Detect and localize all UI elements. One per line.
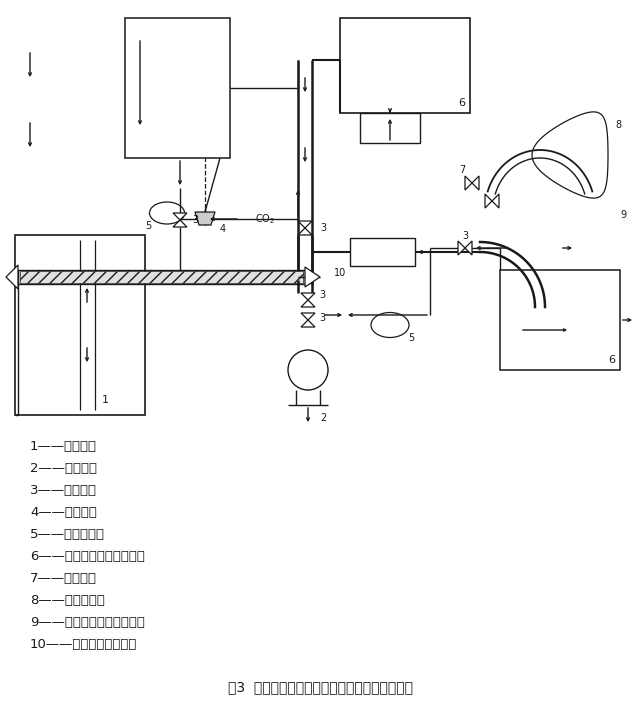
Bar	[125, 18, 230, 158]
Text: 1: 1	[101, 395, 108, 405]
Polygon shape	[298, 228, 312, 235]
Text: 7: 7	[459, 165, 465, 175]
Text: 2——采样泵；: 2——采样泵；	[30, 462, 97, 475]
Text: 8: 8	[615, 120, 621, 130]
Text: 3: 3	[192, 215, 198, 225]
Polygon shape	[301, 320, 315, 327]
Polygon shape	[173, 220, 187, 227]
Polygon shape	[301, 300, 315, 307]
Text: 9——吸入二氧化碳采样管；: 9——吸入二氧化碳采样管；	[30, 616, 145, 629]
Text: 9: 9	[620, 210, 626, 220]
Polygon shape	[298, 221, 312, 228]
Bar	[340, 18, 470, 113]
Text: 1——呼吸机；: 1——呼吸机；	[30, 440, 97, 453]
Text: 6——二氧化碳气体分析仪；: 6——二氧化碳气体分析仪；	[30, 550, 145, 563]
Text: CO$_2$: CO$_2$	[255, 212, 275, 226]
Bar	[15, 235, 145, 415]
Text: 6: 6	[458, 98, 465, 108]
Polygon shape	[301, 293, 315, 300]
Text: 8——试验头模；: 8——试验头模；	[30, 594, 105, 607]
Text: 5: 5	[408, 333, 414, 343]
Bar	[350, 238, 415, 266]
Bar	[20, 271, 303, 283]
Text: 图3  吸入气体中的二氧化碳含量试验装置原理图: 图3 吸入气体中的二氧化碳含量试验装置原理图	[228, 680, 413, 694]
Bar	[18, 270, 305, 284]
Polygon shape	[465, 241, 472, 255]
Text: 3: 3	[319, 313, 325, 323]
Circle shape	[288, 350, 328, 390]
Polygon shape	[485, 194, 492, 208]
Text: 3: 3	[319, 290, 325, 300]
Polygon shape	[301, 313, 315, 320]
Text: 7——单向鄀；: 7——单向鄀；	[30, 572, 97, 585]
Polygon shape	[472, 176, 479, 190]
Text: 5——缓冲气囊；: 5——缓冲气囊；	[30, 528, 105, 541]
Polygon shape	[492, 194, 499, 208]
Bar	[360, 113, 420, 143]
Text: 4: 4	[220, 224, 226, 234]
Polygon shape	[458, 241, 465, 255]
Polygon shape	[305, 267, 320, 287]
Text: 3: 3	[320, 223, 326, 233]
Text: 2: 2	[320, 413, 326, 423]
Polygon shape	[195, 212, 215, 225]
Polygon shape	[6, 265, 18, 289]
Text: 6: 6	[608, 355, 615, 365]
Polygon shape	[465, 176, 472, 190]
Polygon shape	[173, 213, 187, 220]
Bar	[500, 270, 620, 370]
Text: 4——流量计；: 4——流量计；	[30, 506, 97, 519]
Text: 3——逆止阀；: 3——逆止阀；	[30, 484, 97, 497]
Text: 5: 5	[145, 221, 151, 231]
Text: 10——二氧化碳吸收器。: 10——二氧化碳吸收器。	[30, 638, 137, 651]
Text: 3: 3	[462, 231, 468, 241]
Polygon shape	[532, 112, 608, 198]
Text: 10: 10	[334, 268, 346, 278]
